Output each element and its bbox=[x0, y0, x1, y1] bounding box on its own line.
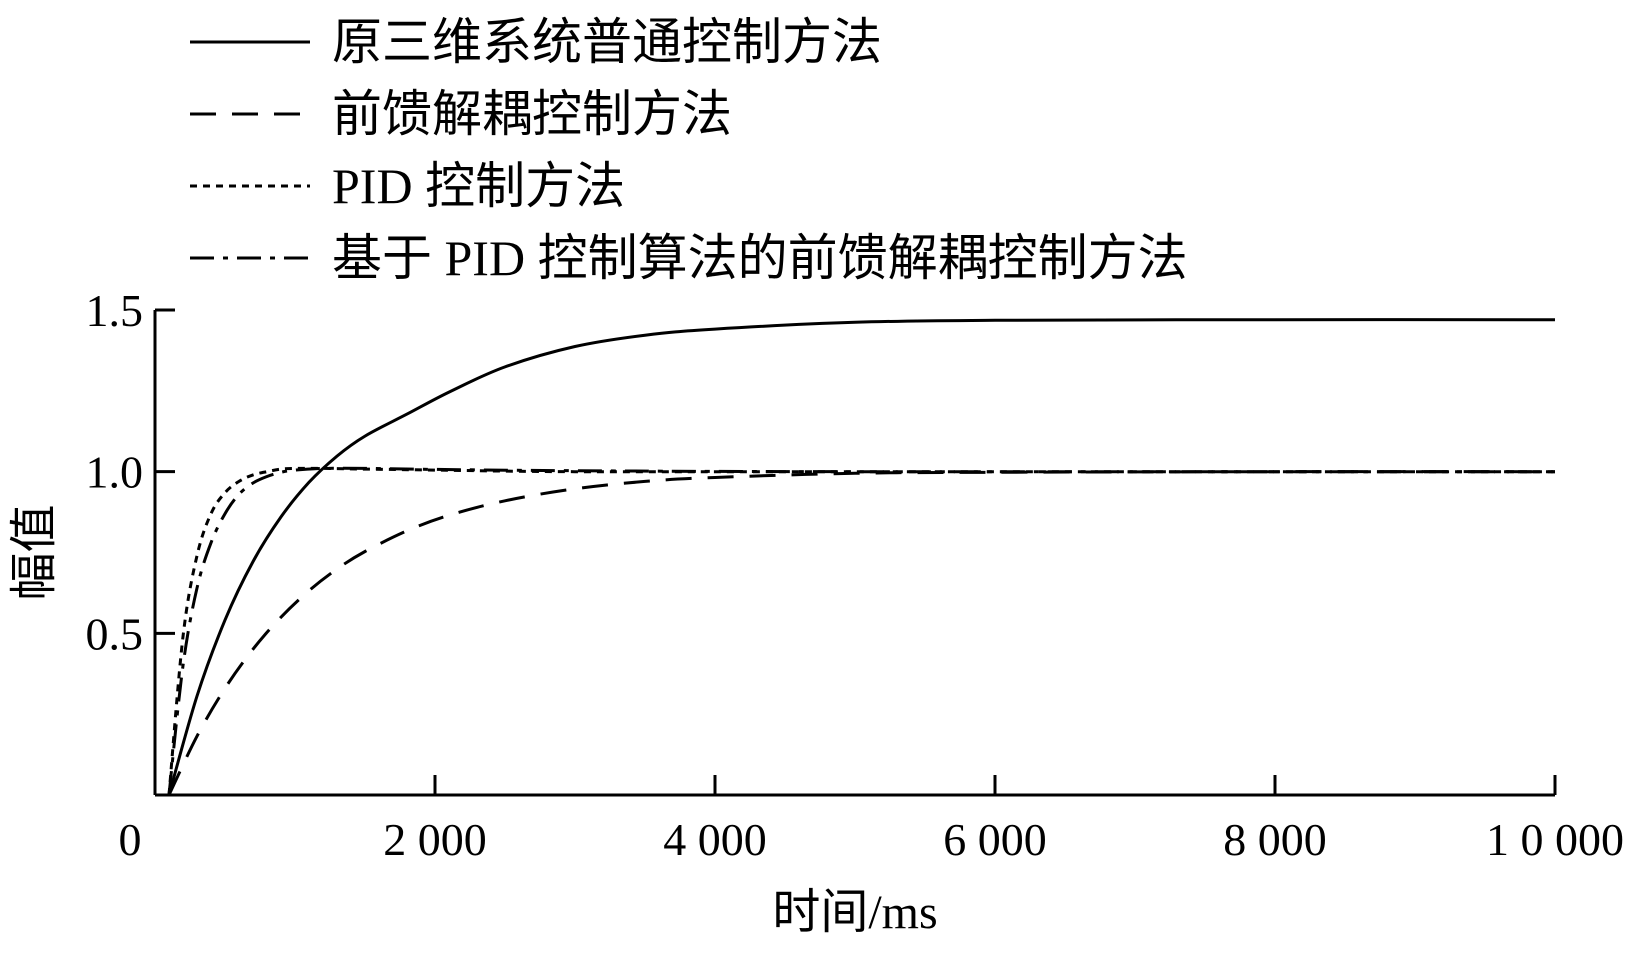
legend-label-4: 基于 PID 控制算法的前馈解耦控制方法 bbox=[332, 230, 1188, 286]
y-tick-label: 0.5 bbox=[86, 608, 144, 659]
series-line-4 bbox=[167, 466, 1556, 796]
y-tick-label: 1.5 bbox=[86, 285, 144, 336]
series-line-1 bbox=[167, 318, 1556, 796]
x-tick-label: 8 000 bbox=[1223, 814, 1327, 865]
x-tick-label: 1 0 000 bbox=[1486, 814, 1624, 865]
x-tick-label: 0 bbox=[119, 814, 142, 865]
legend-label-2: 前馈解耦控制方法 bbox=[332, 86, 732, 142]
axes: 0 2 000 4 000 6 000 8 000 1 0 000 0.5 1.0 1.5 bbox=[86, 285, 1625, 865]
series-line-3 bbox=[167, 466, 1555, 796]
x-tick-label: 4 000 bbox=[663, 814, 767, 865]
legend-label-1: 原三维系统普通控制方法 bbox=[332, 14, 882, 70]
x-tick-label: 2 000 bbox=[383, 814, 487, 865]
legend-label-3: PID 控制方法 bbox=[332, 158, 625, 214]
x-axis-title: 时间/ms bbox=[772, 886, 937, 939]
y-tick-label: 1.0 bbox=[86, 447, 144, 498]
y-axis-title: 幅值 bbox=[8, 504, 61, 600]
plot-lines bbox=[167, 318, 1556, 796]
series-line-2 bbox=[167, 470, 1556, 796]
x-tick-label: 6 000 bbox=[943, 814, 1047, 865]
